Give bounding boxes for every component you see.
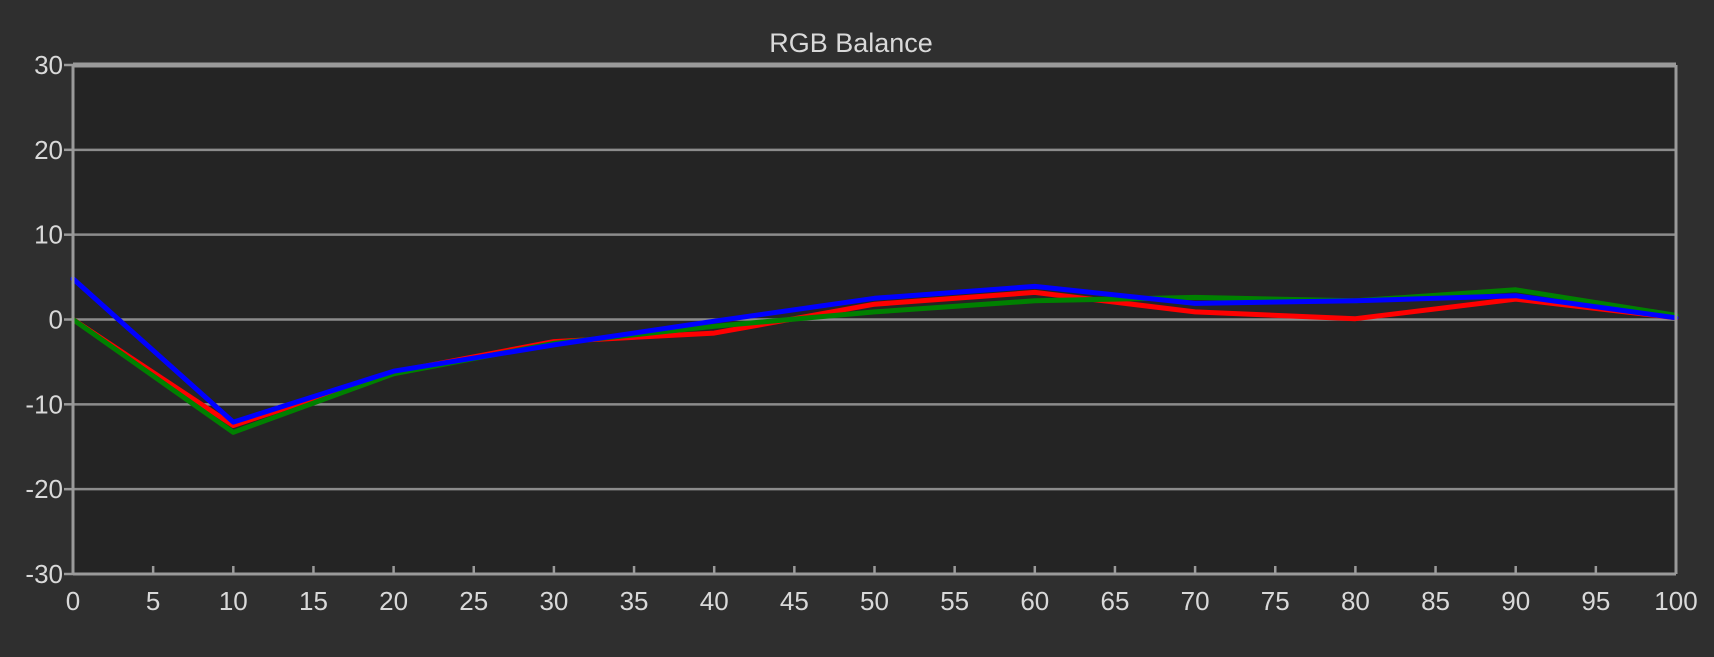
x-tick-label: 0	[66, 586, 80, 616]
x-tick-label: 10	[219, 586, 248, 616]
x-tick-label: 25	[459, 586, 488, 616]
x-tick-label: 75	[1261, 586, 1290, 616]
grid-lines	[73, 62, 1676, 491]
x-tick-label: 15	[299, 586, 328, 616]
x-tick-labels: 0 5 10 15 20 25 30 35 40 45 50 55 60 65 70 75 80 85 90 95 10…	[66, 566, 1698, 616]
y-tick-labels: 30 20 10 0 -10 -20 -30	[25, 50, 73, 589]
x-tick-label: 20	[379, 586, 408, 616]
x-tick-label: 45	[780, 586, 809, 616]
x-tick-label: 90	[1501, 586, 1530, 616]
series-lines	[70, 276, 1679, 435]
y-tick-label: -20	[25, 474, 63, 504]
x-tick-label: 50	[860, 586, 889, 616]
x-tick-label: 35	[620, 586, 649, 616]
chart-title: RGB Balance	[769, 28, 933, 58]
x-tick-label: 80	[1341, 586, 1370, 616]
x-tick-label: 85	[1421, 586, 1450, 616]
x-tick-label: 65	[1100, 586, 1129, 616]
y-tick-label: 20	[34, 135, 63, 165]
x-tick-label: 60	[1020, 586, 1049, 616]
x-tick-label: 30	[539, 586, 568, 616]
x-tick-label: 40	[700, 586, 729, 616]
x-tick-label: 100	[1654, 586, 1697, 616]
y-tick-label: -10	[25, 389, 63, 419]
x-tick-label: 70	[1181, 586, 1210, 616]
series-line-3	[70, 276, 1679, 425]
x-tick-label: 55	[940, 586, 969, 616]
x-tick-label: 95	[1581, 586, 1610, 616]
y-tick-label: 30	[34, 50, 63, 80]
x-tick-label: 5	[146, 586, 160, 616]
y-tick-label: 10	[34, 220, 63, 250]
y-tick-label: 0	[49, 305, 63, 335]
y-tick-label: -30	[25, 559, 63, 589]
